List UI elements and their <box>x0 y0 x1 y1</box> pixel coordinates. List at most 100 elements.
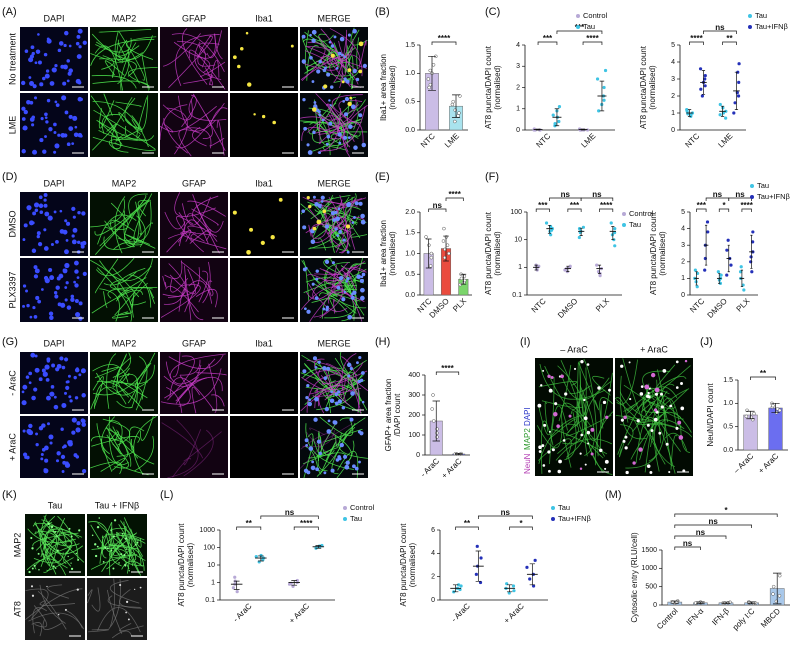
neurite <box>196 372 227 376</box>
cell <box>547 450 551 454</box>
y-axis-label: AT8 puncta/DAPI count <box>649 211 658 295</box>
data-point <box>426 77 431 81</box>
neurite <box>131 292 135 314</box>
neurite <box>341 352 357 403</box>
cell <box>34 354 38 358</box>
panel-label: (L) <box>160 489 173 501</box>
neurite <box>214 33 223 60</box>
cell <box>53 395 57 399</box>
neurite <box>174 192 216 217</box>
cell <box>341 53 344 57</box>
cell <box>323 376 328 380</box>
neurite <box>307 282 348 312</box>
neurite <box>557 423 579 454</box>
neurite <box>557 365 587 434</box>
cell <box>38 377 43 382</box>
cell <box>74 125 78 129</box>
cell <box>30 536 33 540</box>
cell <box>64 462 71 468</box>
cell <box>76 276 80 280</box>
neurite <box>168 354 224 369</box>
cell <box>42 371 48 377</box>
neurite <box>162 275 167 288</box>
data-point <box>703 84 707 88</box>
error-bar <box>425 238 432 269</box>
cell <box>237 64 241 69</box>
cell <box>246 82 252 87</box>
cell <box>55 239 59 244</box>
cell <box>644 384 650 390</box>
cell <box>21 106 26 111</box>
significance-label: ns <box>715 23 725 32</box>
neurite <box>175 102 225 149</box>
cell <box>21 117 26 121</box>
neurite <box>349 216 365 250</box>
cell <box>308 204 312 209</box>
cell <box>64 357 69 362</box>
neurite <box>101 55 115 70</box>
neurite <box>101 416 115 455</box>
data-point <box>459 276 464 281</box>
bar <box>743 414 758 451</box>
cell <box>70 535 73 538</box>
image-content <box>164 192 227 254</box>
neurite <box>188 49 226 90</box>
cell <box>317 203 322 208</box>
cell <box>76 240 81 244</box>
cell <box>330 468 335 473</box>
cell <box>320 200 324 203</box>
cell <box>362 63 367 68</box>
neurite <box>599 397 613 429</box>
cell <box>44 458 49 463</box>
micrograph <box>25 578 85 640</box>
cell <box>45 378 50 382</box>
data-point <box>431 419 436 423</box>
error-bar <box>475 550 482 582</box>
cell <box>548 388 553 393</box>
neurite <box>620 424 634 446</box>
y-axis-label: GFAP+ area fraction <box>384 379 393 452</box>
column-label: Tau <box>48 500 63 510</box>
cell <box>328 40 332 44</box>
error-bar <box>428 55 436 91</box>
cell <box>48 267 53 273</box>
neurite <box>321 362 364 385</box>
neurite <box>124 199 145 248</box>
data-point <box>724 116 728 120</box>
data-point <box>685 108 689 112</box>
cell <box>136 541 139 544</box>
cell <box>352 464 356 469</box>
neurite <box>178 375 191 407</box>
cell <box>680 406 685 411</box>
cell <box>81 469 87 474</box>
micrograph <box>300 416 368 478</box>
cell <box>53 291 58 295</box>
cell <box>112 535 115 538</box>
cell <box>347 314 353 320</box>
micrograph <box>160 416 228 478</box>
neurite <box>46 557 74 571</box>
cell <box>315 269 319 273</box>
neurite <box>98 118 118 137</box>
legend-label: Tau <box>629 220 641 229</box>
cell <box>324 406 330 412</box>
cell <box>67 555 69 558</box>
cell <box>31 123 35 127</box>
neurite <box>338 417 368 459</box>
cell <box>46 585 48 588</box>
error-bar <box>772 572 782 605</box>
cell <box>64 608 67 611</box>
cell <box>110 529 112 532</box>
neurite <box>115 130 138 142</box>
cell <box>55 459 60 463</box>
error-bar <box>233 580 240 590</box>
cell <box>358 69 363 74</box>
row-label: PLX3397 <box>7 271 17 308</box>
cell <box>547 374 551 379</box>
error-bar <box>746 410 755 420</box>
neurite <box>49 531 79 561</box>
cell <box>339 36 345 42</box>
y-tick-label: 200 <box>408 412 420 419</box>
cell <box>33 315 38 319</box>
